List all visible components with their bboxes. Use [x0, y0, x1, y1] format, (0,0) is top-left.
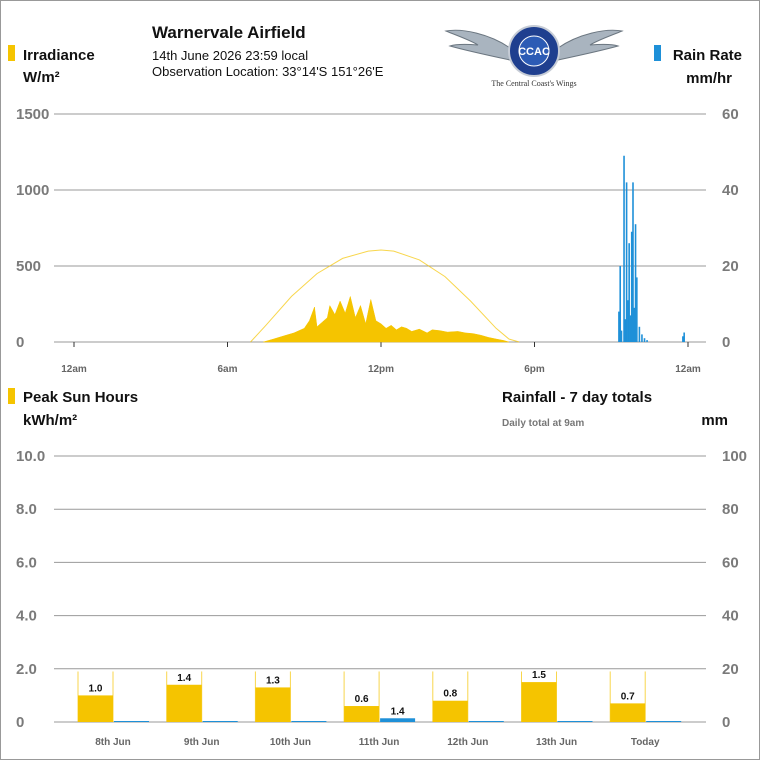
sun-hours-bar	[432, 700, 468, 722]
bottom-left-tick-label: 10.0	[16, 448, 45, 465]
sun-hours-legend-label: Peak Sun Hours	[23, 389, 138, 406]
top-x-tick-label: 12pm	[368, 364, 394, 375]
bottom-left-tick-label: 2.0	[16, 661, 37, 678]
rainfall-bar	[380, 718, 416, 722]
bottom-left-tick-label: 8.0	[16, 501, 37, 518]
top-left-tick-label: 0	[16, 334, 24, 351]
bottom-right-tick-label: 60	[722, 554, 739, 571]
left-wing-icon	[444, 29, 511, 61]
club-logo: CCAC The Central Coast's Wings	[444, 25, 624, 88]
sun-hours-bar	[610, 703, 646, 722]
sun-hours-bar	[521, 682, 557, 722]
top-left-tick-label: 1500	[16, 106, 49, 123]
sun-hours-bar	[166, 684, 202, 722]
sun-hours-bar	[78, 695, 113, 722]
sun-hours-value-label: 1.4	[177, 673, 191, 684]
day-label: Today	[631, 737, 660, 748]
observation-location: Observation Location: 33°14'S 151°26'E	[152, 64, 384, 79]
bottom-left-tick-label: 6.0	[16, 554, 37, 571]
day-label: 12th Jun	[447, 737, 488, 748]
logo-inner	[518, 35, 550, 67]
irradiance-legend-swatch	[8, 45, 15, 61]
sun-hours-chart: 0 2.0 4.0 6.0 8.0 10.0 0 20 40 60 80 100 1.0 8th Jun 1…	[16, 448, 747, 748]
logo-tagline: The Central Coast's Wings	[491, 79, 576, 88]
rainfall-value-label: 1.4	[391, 706, 405, 717]
bottom-right-tick-label: 80	[722, 501, 739, 518]
top-right-tick-label: 40	[722, 182, 739, 199]
rainfall-bar	[114, 721, 149, 722]
sun-hours-unit: kWh/m²	[23, 412, 77, 429]
day-label: 9th Jun	[184, 737, 220, 748]
irradiance-legend-label: Irradiance	[23, 47, 95, 64]
clear-sky-curve	[250, 249, 520, 343]
top-right-tick-label: 0	[722, 334, 730, 351]
rainfall-note: Daily total at 9am	[502, 418, 584, 429]
top-x-tick-label: 6pm	[524, 364, 545, 375]
day-label: 11th Jun	[359, 737, 400, 748]
top-left-tick-label: 1000	[16, 182, 49, 199]
rainfall-bar	[646, 721, 682, 722]
sun-hours-bar	[344, 706, 380, 722]
sun-hours-value-label: 0.8	[443, 689, 457, 700]
bottom-right-tick-label: 40	[722, 608, 739, 625]
top-right-tick-label: 20	[722, 258, 739, 275]
sun-hours-value-label: 1.0	[89, 683, 103, 694]
bottom-right-tick-label: 20	[722, 661, 739, 678]
bottom-left-tick-label: 4.0	[16, 608, 37, 625]
sun-hours-legend-swatch	[8, 388, 15, 404]
bottom-right-tick-label: 100	[722, 448, 747, 465]
rain-rate-legend-label: Rain Rate	[673, 47, 742, 64]
irradiance-chart: 0 500 1000 1500 0 20 40 60 12am 6am 12pm 6pm 12am	[16, 106, 739, 375]
day-label: 10th Jun	[270, 737, 311, 748]
top-left-tick-label: 500	[16, 258, 41, 275]
sun-hours-bar	[255, 687, 291, 722]
irradiance-unit: W/m²	[23, 69, 60, 86]
bottom-left-tick-label: 0	[16, 714, 24, 731]
irradiance-area	[263, 295, 509, 343]
top-x-tick-label: 12am	[61, 364, 87, 375]
rain-rate-legend-swatch	[654, 45, 661, 61]
rainfall-bar	[291, 721, 327, 722]
rainfall-bar	[202, 721, 238, 722]
sun-hours-value-label: 0.6	[355, 694, 369, 705]
sun-hours-value-label: 1.5	[532, 670, 546, 681]
sun-hours-value-label: 1.3	[266, 675, 280, 686]
rainfall-unit: mm	[701, 412, 728, 429]
logo-monogram: CCAC	[518, 46, 550, 58]
sun-hours-value-label: 0.7	[621, 691, 635, 702]
rainfall-bar	[557, 721, 593, 722]
top-right-tick-label: 60	[722, 106, 739, 123]
top-x-tick-label: 6am	[217, 364, 237, 375]
right-wing-icon	[557, 29, 624, 61]
bottom-right-tick-label: 0	[722, 714, 730, 731]
station-title: Warnervale Airfield	[152, 23, 306, 42]
observation-datetime: 14th June 2026 23:59 local	[152, 48, 308, 63]
rainfall-bar	[468, 721, 504, 722]
rainfall-legend-label: Rainfall - 7 day totals	[502, 389, 652, 406]
rain-rate-unit: mm/hr	[686, 70, 732, 87]
day-label: 13th Jun	[536, 737, 577, 748]
day-label: 8th Jun	[95, 737, 131, 748]
top-x-tick-label: 12am	[675, 364, 701, 375]
